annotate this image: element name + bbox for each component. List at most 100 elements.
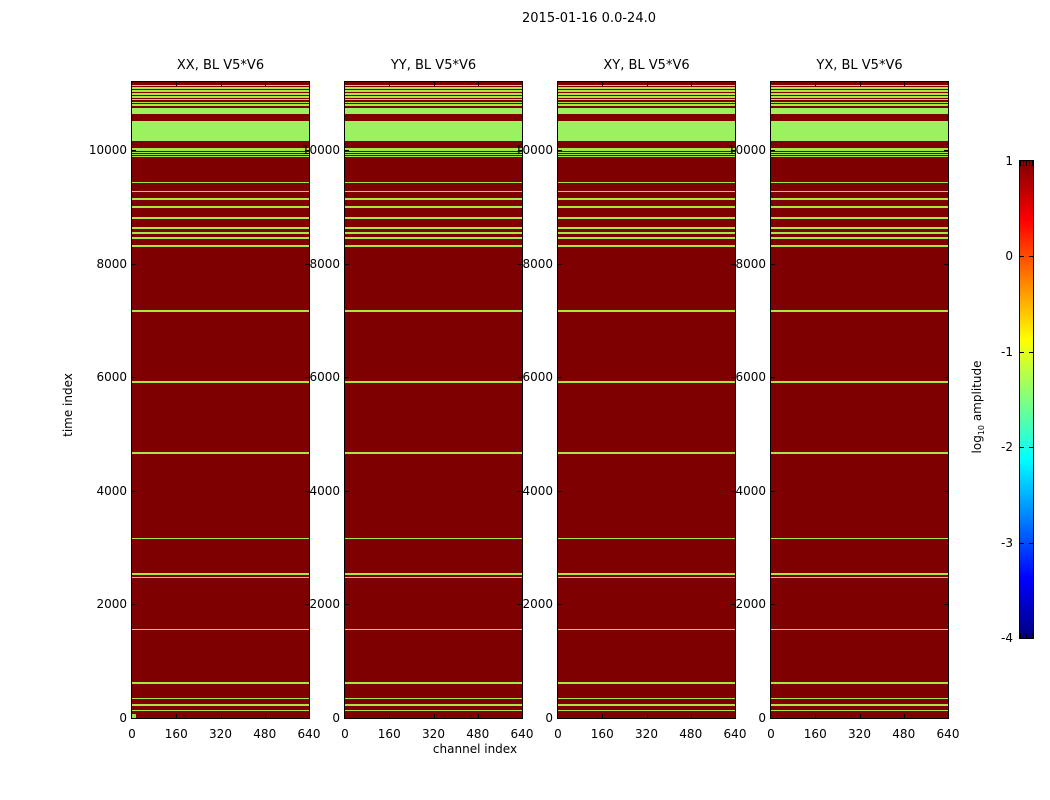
flagged-row-stripe — [771, 90, 948, 92]
y-tick-mark — [944, 150, 948, 152]
flagged-row-stripe — [345, 452, 522, 454]
panel-title: XY, BL V5*V6 — [603, 58, 690, 73]
x-tick-mark — [176, 82, 178, 86]
x-tick-mark — [433, 714, 435, 718]
flagged-row-stripe — [345, 153, 522, 156]
flagged-row-stripe — [771, 198, 948, 200]
flagged-row-stripe — [345, 93, 522, 95]
x-tick-label: 160 — [590, 727, 614, 741]
heatmap-panel — [344, 81, 523, 719]
y-tick-mark — [771, 490, 775, 492]
flagged-row-stripe — [558, 628, 735, 631]
y-tick-mark — [558, 150, 562, 152]
flagged-row-stripe — [771, 149, 948, 152]
y-tick-mark — [305, 490, 309, 492]
flagged-row-stripe — [132, 120, 309, 142]
y-tick-label: 8000 — [309, 256, 340, 271]
y-tick-mark — [518, 150, 522, 152]
y-tick-mark — [944, 263, 948, 265]
x-tick-mark — [389, 714, 391, 718]
x-tick-mark — [220, 82, 222, 86]
x-tick-mark — [176, 714, 178, 718]
flagged-row-stripe — [558, 101, 735, 104]
figure-title: 2015-01-16 0.0-24.0 — [522, 11, 656, 26]
flagged-row-stripe — [771, 108, 948, 115]
y-tick-label: 6000 — [96, 370, 127, 385]
flagged-row-stripe — [345, 704, 522, 706]
flagged-row-stripe — [132, 217, 309, 220]
x-tick-label: 640 — [936, 727, 960, 741]
y-tick-label: 0 — [332, 711, 340, 725]
colorbar-label-rest: amplitude — [969, 360, 984, 425]
flagged-row-stripe — [771, 217, 948, 220]
x-tick-mark — [903, 82, 905, 86]
y-tick-mark — [731, 150, 735, 152]
flagged-row-stripe — [345, 310, 522, 312]
colorbar-bottom-hatch-marks — [1020, 633, 1033, 638]
y-axis-label: time index — [61, 373, 75, 437]
flagged-row-stripe — [132, 537, 309, 540]
flagged-row-stripe — [345, 217, 522, 220]
y-tick-mark — [345, 604, 349, 606]
flagged-row-stripe — [771, 697, 948, 700]
colorbar-tick-mark — [1020, 351, 1024, 353]
flagged-row-stripe — [345, 681, 522, 684]
x-tick-mark — [264, 714, 266, 718]
x-tick-label: 480 — [253, 727, 277, 741]
flagged-row-stripe — [771, 101, 948, 104]
flagged-row-stripe — [558, 232, 735, 234]
flagged-row-stripe — [132, 681, 309, 684]
colorbar-tick-label: -1 — [1001, 344, 1013, 359]
y-tick-mark — [944, 604, 948, 606]
y-tick-mark — [132, 150, 136, 152]
flagged-row-stripe — [771, 237, 948, 239]
colorbar-tick-label: 1 — [1005, 154, 1013, 168]
y-tick-label: 4000 — [735, 483, 766, 498]
flagged-row-stripe — [132, 98, 309, 101]
y-tick-label: 2000 — [522, 597, 553, 612]
flagged-row-stripe — [558, 93, 735, 95]
y-tick-label: 4000 — [522, 483, 553, 498]
y-tick-label: 2000 — [309, 597, 340, 612]
y-tick-mark — [558, 377, 562, 379]
flagged-row-stripe — [345, 98, 522, 101]
y-tick-mark — [305, 150, 309, 152]
x-tick-label: 160 — [377, 727, 401, 741]
flagged-row-stripe — [558, 704, 735, 706]
corner-flag-marker — [132, 714, 136, 718]
y-tick-mark — [558, 490, 562, 492]
colorbar-tick-label: 0 — [1005, 249, 1013, 264]
flagged-row-stripe — [132, 709, 309, 712]
flagged-row-stripe — [345, 181, 522, 184]
y-tick-label: 4000 — [96, 483, 127, 498]
flagged-row-stripe — [132, 147, 309, 150]
panel-title: YX, BL V5*V6 — [816, 58, 903, 73]
y-tick-label: 6000 — [735, 370, 766, 385]
y-tick-label: 8000 — [735, 256, 766, 271]
y-tick-mark — [771, 150, 775, 152]
flagged-row-stripe — [771, 709, 948, 712]
y-tick-mark — [731, 263, 735, 265]
x-tick-label: 0 — [554, 727, 562, 741]
y-tick-label: 0 — [545, 711, 553, 725]
x-tick-mark — [264, 82, 266, 86]
y-tick-mark — [518, 263, 522, 265]
flagged-row-stripe — [558, 181, 735, 184]
y-tick-label: 6000 — [522, 370, 553, 385]
x-tick-label: 320 — [848, 727, 871, 741]
x-tick-label: 0 — [767, 727, 775, 741]
x-tick-mark — [602, 714, 604, 718]
x-tick-label: 640 — [297, 727, 321, 741]
flagged-row-stripe — [345, 709, 522, 712]
flagged-row-stripe — [132, 576, 309, 578]
flagged-row-stripe — [345, 573, 522, 575]
y-tick-mark — [558, 263, 562, 265]
colorbar-tick-mark — [1020, 542, 1024, 544]
x-tick-label: 0 — [128, 727, 136, 741]
flagged-row-stripe — [132, 151, 309, 154]
x-tick-mark — [815, 82, 817, 86]
y-tick-label: 6000 — [309, 370, 340, 385]
flagged-row-stripe — [345, 537, 522, 540]
colorbar-label-log: log — [969, 435, 984, 454]
